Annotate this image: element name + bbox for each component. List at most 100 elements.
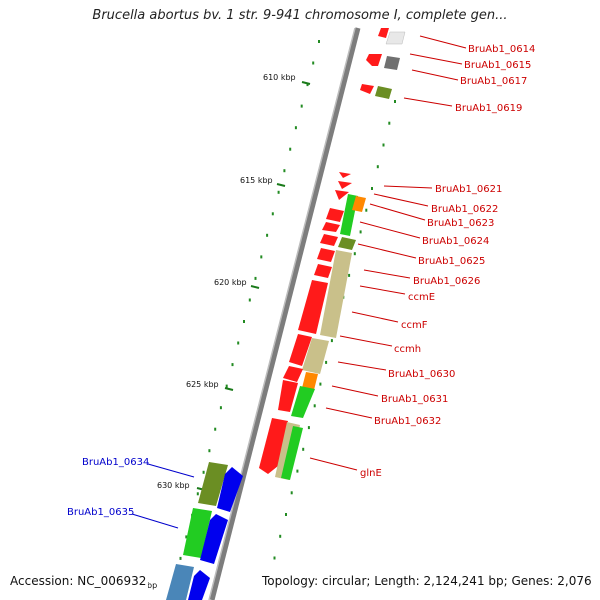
gene-label[interactable]: BruAb1_0625 [418,256,485,267]
gene-feature [183,508,212,558]
gene-feature [339,172,351,178]
gene-feature [188,570,210,600]
gene-label[interactable]: glnE [360,468,382,479]
gc-dot [330,339,333,343]
gc-dot [388,121,391,125]
tick-label: 625 kbp [186,380,219,389]
gene-label[interactable]: BruAb1_0622 [431,204,498,215]
gene-feature [320,234,338,246]
gene-feature [281,426,303,480]
left-labels: BruAb1_0634 BruAb1_0635 [67,457,195,529]
forward-strand-genes [166,462,243,600]
gene-label[interactable]: BruAb1_0632 [374,416,441,427]
gene-label[interactable]: BruAb1_0619 [455,103,522,114]
gc-dot [371,187,373,190]
tick-label: 630 kbp [157,481,190,490]
gc-dot [285,513,287,516]
gc-dot [277,190,280,194]
tick-mark [301,81,311,85]
gene-label[interactable]: BruAb1_0626 [413,276,480,287]
gene-feature [289,334,312,366]
gene-feature [360,84,374,94]
scale-ticks: 610 kbp 615 kbp 620 kbp 625 kbp 630 kbp … [147,73,311,590]
gc-dot [273,556,276,560]
gc-dot [294,126,297,130]
gene-feature [302,338,329,374]
gc-dot [296,469,299,473]
gc-dot [243,320,245,323]
tick-mark [276,183,286,187]
gene-feature [335,190,349,200]
gc-dot [260,255,263,259]
map-title: Brucella abortus bv. 1 str. 9-941 chromo… [92,8,508,23]
accession-text: Accession: NC_006932 [8,574,149,588]
gene-label[interactable]: ccmh [394,344,421,355]
gene-label[interactable]: BruAb1_0624 [422,236,489,247]
gene-label[interactable]: BruAb1_0631 [381,394,448,405]
gene-feature [352,196,366,212]
gene-label[interactable]: ccmE [408,292,435,303]
gc-dot [185,535,188,539]
gene-label[interactable]: BruAb1_0623 [427,218,494,229]
gc-dot [271,212,274,216]
tick-label: 610 kbp [263,73,296,82]
gene-feature [384,56,400,70]
gc-dot [202,470,205,474]
gene-feature [259,418,288,474]
gene-feature [320,250,352,338]
gc-dot [179,556,182,560]
gene-feature [198,462,228,506]
gc-dot [318,40,320,43]
gc-dot [231,363,234,367]
right-labels: BruAb1_0614 BruAb1_0615 BruAb1_0617 BruA… [309,35,535,479]
tick-label: 615 kbp [240,176,273,185]
tick-mark [224,387,234,391]
gene-feature [283,366,303,382]
gene-feature [278,380,298,412]
gene-feature [385,31,406,45]
gene-label[interactable]: ccmF [401,320,428,331]
gene-feature [298,280,328,334]
tick-label: 620 kbp [214,278,247,287]
gene-feature [338,237,356,250]
gene-feature [317,248,335,262]
gc-dot [353,252,356,256]
gc-dot [300,104,303,108]
gene-label[interactable]: BruAb1_0635 [67,507,134,518]
gene-feature [314,264,332,278]
gc-dot [237,341,240,345]
gc-dot [266,233,269,237]
backbone [208,27,361,600]
gc-dot [219,406,222,410]
gc-dot [248,298,251,302]
gc-dot [365,208,368,212]
gene-feature [326,208,344,222]
gene-label[interactable]: BruAb1_0614 [468,44,535,55]
gc-dot [376,165,379,169]
gene-label[interactable]: BruAb1_0634 [82,457,149,468]
gc-dot [225,384,228,388]
reverse-strand-genes [259,28,406,480]
gene-label[interactable]: BruAb1_0621 [435,184,502,195]
gc-dot [214,427,217,431]
gc-dot [313,404,316,408]
gc-dot [254,276,257,280]
gc-dot [283,169,286,173]
gene-feature [338,181,352,189]
tick-label: bp [147,581,157,590]
gene-feature [217,467,243,512]
gc-dot [289,147,292,151]
gc-dot [306,83,309,87]
gc-dot [196,492,199,496]
gene-feature [302,372,318,390]
gc-dot [382,143,385,147]
gc-dot [312,61,315,65]
gc-dot [279,534,282,538]
gene-feature [340,194,358,236]
gene-label[interactable]: BruAb1_0630 [388,369,455,380]
gc-dot [325,360,328,364]
gene-label[interactable]: BruAb1_0617 [460,76,527,87]
gene-label[interactable]: BruAb1_0615 [464,60,531,71]
gc-dot [319,382,322,386]
